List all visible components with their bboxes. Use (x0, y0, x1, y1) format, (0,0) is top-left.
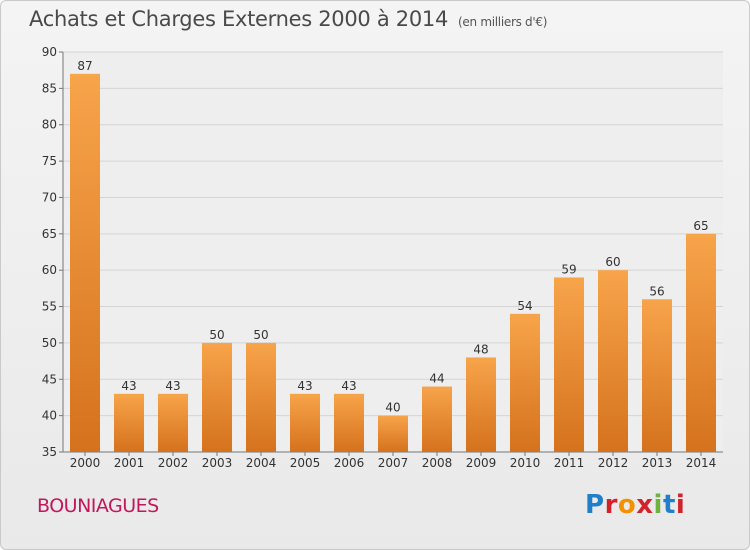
bar (378, 415, 408, 452)
data-label: 50 (253, 328, 268, 342)
proxiti-logo: Proxiti (585, 490, 686, 520)
y-tick-label: 90 (42, 45, 57, 59)
bar (246, 342, 276, 452)
data-label: 43 (121, 379, 136, 393)
y-tick-label: 60 (42, 263, 57, 277)
x-tick-label: 2004 (246, 456, 277, 470)
bar (114, 393, 144, 452)
bar (554, 277, 584, 452)
y-tick-label: 45 (42, 372, 57, 386)
x-tick-label: 2007 (378, 456, 409, 470)
x-tick-label: 2010 (510, 456, 541, 470)
data-label: 43 (341, 379, 356, 393)
x-tick-label: 2002 (158, 456, 189, 470)
data-label: 54 (517, 299, 532, 313)
bar (290, 393, 320, 452)
bar (598, 270, 628, 452)
x-tick-label: 2001 (114, 456, 145, 470)
x-tick-label: 2008 (422, 456, 453, 470)
data-label: 44 (429, 372, 444, 386)
y-tick-label: 55 (42, 300, 57, 314)
y-tick-label: 75 (42, 154, 57, 168)
bar (510, 313, 540, 452)
y-tick-label: 65 (42, 227, 57, 241)
data-label: 40 (385, 401, 400, 415)
data-label: 59 (561, 262, 576, 276)
y-tick-label: 40 (42, 409, 57, 423)
data-label: 50 (209, 328, 224, 342)
bar (202, 342, 232, 452)
data-label: 87 (77, 59, 92, 73)
x-tick-label: 2011 (554, 456, 585, 470)
x-tick-label: 2014 (686, 456, 717, 470)
chart-title: Achats et Charges Externes 2000 à 2014 (e… (29, 7, 547, 31)
bar (422, 386, 452, 452)
bar (686, 233, 716, 452)
x-tick-label: 2000 (70, 456, 101, 470)
data-label: 65 (693, 219, 708, 233)
place-name: BOUNIAGUES (37, 495, 159, 517)
x-tick-label: 2003 (202, 456, 233, 470)
x-tick-label: 2009 (466, 456, 497, 470)
y-tick-label: 70 (42, 190, 57, 204)
data-label: 48 (473, 342, 488, 356)
y-tick-label: 85 (42, 81, 57, 95)
bar (70, 73, 100, 453)
bar (158, 393, 188, 452)
x-tick-label: 2005 (290, 456, 321, 470)
data-label: 60 (605, 255, 620, 269)
x-tick-label: 2013 (642, 456, 673, 470)
chart-unit-label: (en milliers d'€) (458, 15, 548, 29)
bar (334, 393, 364, 452)
chart-title-text: Achats et Charges Externes 2000 à 2014 (29, 7, 449, 31)
y-tick-label: 80 (42, 118, 57, 132)
x-tick-label: 2006 (334, 456, 365, 470)
bar (642, 299, 672, 452)
y-tick-label: 35 (42, 445, 57, 459)
x-tick-label: 2012 (598, 456, 629, 470)
data-label: 43 (165, 379, 180, 393)
bar (466, 357, 496, 452)
data-label: 56 (649, 284, 664, 298)
data-label: 43 (297, 379, 312, 393)
y-tick-label: 50 (42, 336, 57, 350)
